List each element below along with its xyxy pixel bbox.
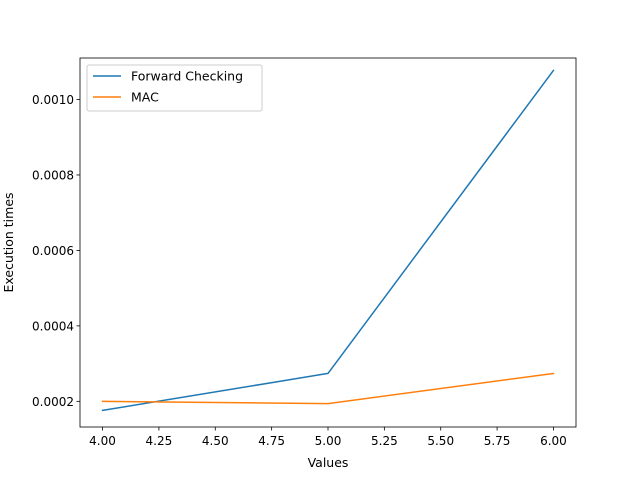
legend-label-forward-checking: Forward Checking	[131, 69, 243, 84]
plot-area	[80, 58, 576, 427]
x-tick-label: 5.75	[484, 434, 511, 448]
x-tick-label: 4.75	[258, 434, 285, 448]
x-tick-label: 5.00	[315, 434, 342, 448]
x-tick-label: 4.25	[146, 434, 173, 448]
y-tick-label: 0.0008	[32, 168, 74, 182]
legend: Forward Checking MAC	[86, 64, 263, 112]
y-axis-label: Execution times	[1, 192, 16, 292]
y-tick-label: 0.0002	[32, 395, 74, 409]
x-axis-label: Values	[308, 455, 349, 470]
y-tick-label: 0.0006	[32, 244, 74, 258]
legend-box	[86, 64, 263, 112]
x-tick-label: 4.00	[89, 434, 116, 448]
x-tick-label: 6.00	[540, 434, 567, 448]
x-axis: 4.00 4.25 4.50 4.75 5.00 5.25 5.50 5.75 6.00	[89, 427, 567, 448]
legend-label-mac: MAC	[131, 90, 159, 105]
series-line-mac	[101, 372, 555, 405]
series-line-forward-checking	[101, 69, 555, 412]
y-tick-label: 0.0004	[32, 319, 74, 333]
x-tick-label: 5.50	[427, 434, 454, 448]
series-layer	[101, 69, 555, 412]
x-tick-label: 5.25	[371, 434, 398, 448]
y-tick-label: 0.0010	[32, 93, 74, 107]
y-axis: 0.0002 0.0004 0.0006 0.0008 0.0010	[32, 93, 80, 409]
x-tick-label: 4.50	[202, 434, 229, 448]
